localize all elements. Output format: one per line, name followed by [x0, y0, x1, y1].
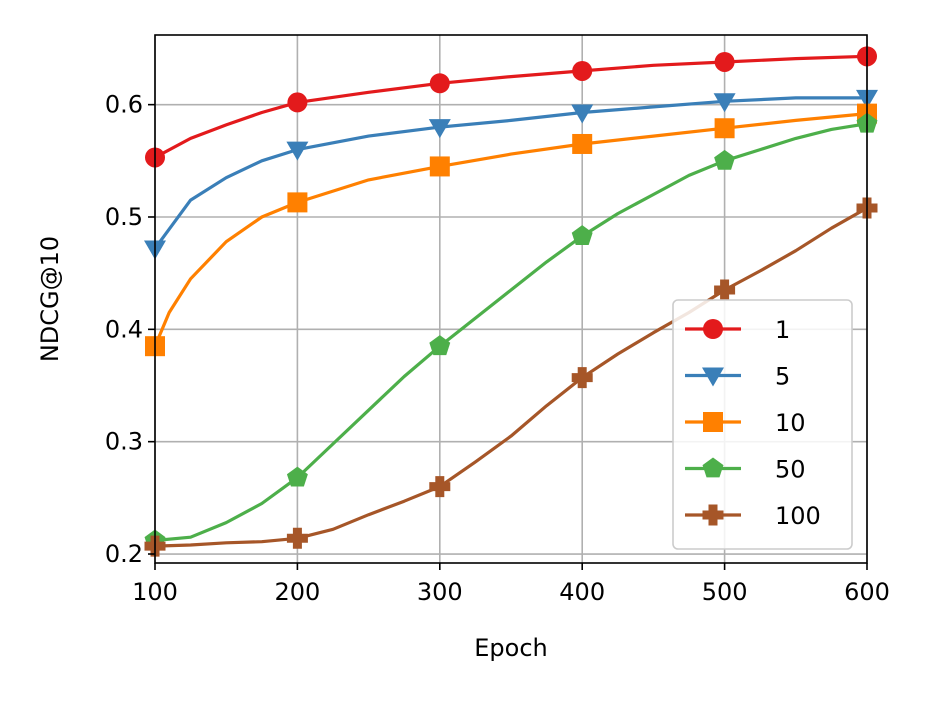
x-tick-label: 400 [559, 578, 605, 606]
legend-marker-50 [702, 457, 724, 478]
x-tick-label: 300 [417, 578, 463, 606]
plot-frame [154, 34, 868, 564]
marker-1 [714, 51, 735, 72]
marker-1 [572, 60, 593, 81]
marker-100 [286, 527, 308, 549]
marker-1 [429, 73, 450, 94]
marker-10 [572, 133, 593, 154]
legend-box [672, 299, 853, 550]
legend-label: 100 [775, 502, 821, 530]
x-tick-label: 600 [844, 578, 890, 606]
marker-100 [714, 279, 736, 301]
marker-layer [144, 46, 878, 557]
legend: 1 5 10 50 100 [672, 299, 853, 550]
x-tick-label: 500 [702, 578, 748, 606]
marker-100 [429, 476, 451, 498]
legend-marker-1 [703, 319, 723, 339]
y-tick-label: 0.5 [105, 203, 143, 231]
marker-50 [714, 149, 736, 170]
legend-marker-5 [702, 367, 724, 387]
marker-5 [428, 119, 451, 139]
legend-item-5: 5 [685, 363, 790, 391]
y-axis-title: NDCG@10 [36, 236, 64, 362]
marker-10 [714, 118, 735, 139]
marker-10 [287, 192, 308, 213]
x-tick-label: 200 [274, 578, 320, 606]
marker-50 [429, 335, 451, 356]
legend-label: 10 [775, 409, 806, 437]
marker-5 [713, 93, 736, 113]
legend-item-10: 10 [685, 409, 806, 437]
y-tick-label: 0.2 [105, 540, 143, 568]
series-line-50 [155, 122, 867, 543]
series-line-10 [155, 111, 867, 348]
x-axis-title: Epoch [474, 634, 548, 662]
legend-item-1: 1 [685, 316, 790, 344]
series-line-100 [155, 206, 867, 548]
y-tick-label: 0.4 [105, 315, 143, 343]
marker-5 [571, 104, 594, 124]
x-tick-label: 100 [132, 578, 178, 606]
marker-100 [571, 367, 593, 389]
legend-marker-10 [703, 412, 723, 432]
y-tick-label: 0.6 [105, 91, 143, 119]
marker-50 [571, 225, 593, 245]
legend-marker-100 [702, 504, 724, 526]
marker-10 [429, 156, 450, 177]
legend-label: 50 [775, 456, 806, 484]
legend-item-100: 100 [685, 502, 821, 530]
legend-label: 5 [775, 363, 790, 391]
legend-item-50: 50 [685, 456, 806, 484]
axis-ticks: 100 200 300 400 500 600 0.2 0.3 0.4 0.5 0.6 [105, 91, 890, 606]
marker-50 [286, 466, 308, 487]
marker-1 [287, 92, 308, 113]
marker-5 [286, 141, 309, 161]
y-tick-label: 0.3 [105, 428, 143, 456]
legend-label: 1 [775, 316, 790, 344]
